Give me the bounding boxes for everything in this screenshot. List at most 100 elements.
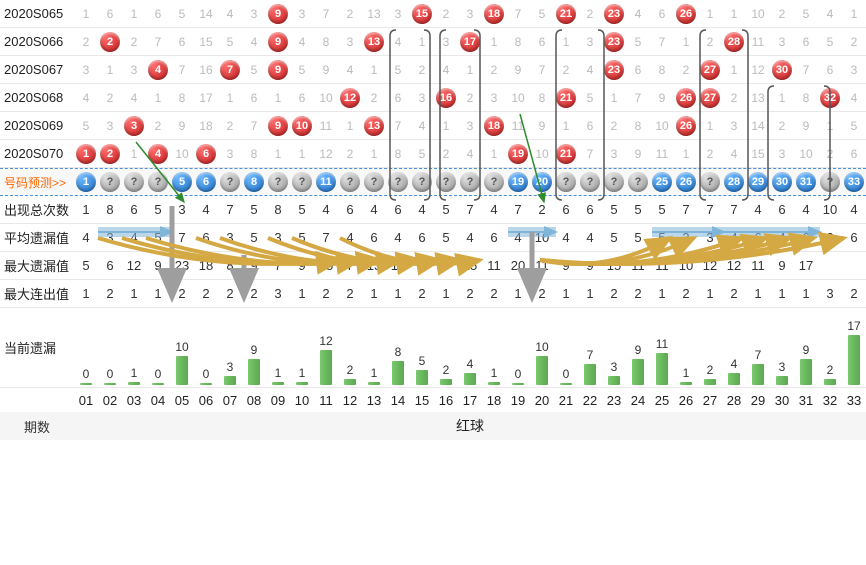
trend-cell: 5 bbox=[410, 144, 434, 164]
trend-cell: 18 bbox=[482, 4, 506, 24]
miss-value: 9 bbox=[251, 343, 258, 357]
history-row: 2020S06731347167595941524129724236822711… bbox=[0, 56, 866, 84]
miss-value: 1 bbox=[491, 366, 498, 380]
trend-cell: 1 bbox=[338, 116, 362, 136]
blue-ball: 8 bbox=[244, 172, 264, 192]
trend-cell: 4 bbox=[818, 4, 842, 24]
trend-cell: 6 bbox=[290, 88, 314, 108]
column-number: 32 bbox=[818, 393, 842, 408]
grey-ball: ? bbox=[340, 172, 360, 192]
trend-cell: 23 bbox=[602, 4, 626, 24]
period-id: 2020S070 bbox=[0, 146, 74, 161]
trend-cell: 2 bbox=[98, 88, 122, 108]
miss-value: 17 bbox=[847, 319, 860, 333]
predict-cell: ? bbox=[122, 172, 146, 192]
stats-row: 最大连出值121122223122112122121122121211132 bbox=[0, 280, 866, 308]
stats-cell: 2 bbox=[722, 286, 746, 301]
trend-cell: 3 bbox=[218, 144, 242, 164]
stats-cell: 2 bbox=[602, 286, 626, 301]
stats-cell: 4 bbox=[482, 202, 506, 217]
red-ball: 9 bbox=[268, 60, 288, 80]
column-number: 21 bbox=[554, 393, 578, 408]
trend-cell: 3 bbox=[74, 60, 98, 80]
trend-cell: 3 bbox=[386, 4, 410, 24]
stats-cell: 5 bbox=[626, 202, 650, 217]
trend-cell: 1 bbox=[266, 88, 290, 108]
trend-cell: 5 bbox=[74, 116, 98, 136]
miss-bar bbox=[392, 361, 404, 385]
miss-value: 2 bbox=[827, 363, 834, 377]
trend-cell: 6 bbox=[818, 60, 842, 80]
trend-cell: 1 bbox=[698, 4, 722, 24]
trend-cell: 1 bbox=[218, 88, 242, 108]
axis-label: 红球 bbox=[74, 416, 866, 436]
trend-cell: 1 bbox=[674, 32, 698, 52]
blue-ball: 30 bbox=[772, 172, 792, 192]
miss-cell: 11 bbox=[650, 308, 674, 387]
stats-cell: 1 bbox=[386, 286, 410, 301]
trend-cell: 8 bbox=[650, 60, 674, 80]
red-ball: 27 bbox=[700, 60, 720, 80]
trend-cell: 4 bbox=[842, 88, 866, 108]
miss-bar bbox=[128, 382, 140, 385]
trend-cell: 4 bbox=[722, 144, 746, 164]
stats-cell: 7 bbox=[170, 230, 194, 245]
stats-label: 出现总次数 bbox=[0, 200, 74, 219]
trend-cell: 6 bbox=[146, 4, 170, 24]
trend-cell: 2 bbox=[578, 4, 602, 24]
trend-cell: 14 bbox=[746, 116, 770, 136]
trend-cell: 2 bbox=[410, 60, 434, 80]
trend-cell: 8 bbox=[170, 88, 194, 108]
stats-cell: 5 bbox=[146, 230, 170, 245]
stats-cell: 11 bbox=[746, 258, 770, 273]
stats-cell: 9 bbox=[242, 258, 266, 273]
trend-cell: 1 bbox=[818, 116, 842, 136]
trend-cell: 1 bbox=[122, 144, 146, 164]
red-ball: 9 bbox=[268, 4, 288, 24]
stats-cell: 9 bbox=[290, 258, 314, 273]
miss-bar bbox=[680, 382, 692, 385]
miss-bar bbox=[200, 383, 212, 385]
predict-cell: 33 bbox=[842, 172, 866, 192]
current-miss-row: 当前遗漏 00101003911122185241010073911124739… bbox=[0, 308, 866, 388]
miss-cell: 9 bbox=[626, 308, 650, 387]
stats-cell: 3 bbox=[266, 230, 290, 245]
trend-cell: 1 bbox=[410, 32, 434, 52]
trend-cell: 1 bbox=[554, 32, 578, 52]
trend-cell: 2 bbox=[338, 144, 362, 164]
trend-cell: 9 bbox=[314, 60, 338, 80]
trend-cell: 19 bbox=[506, 144, 530, 164]
red-ball: 4 bbox=[148, 60, 168, 80]
stats-cell: 5 bbox=[650, 202, 674, 217]
trend-cell: 9 bbox=[266, 4, 290, 24]
history-row: 2020S06953329182791011113741318119162810… bbox=[0, 112, 866, 140]
red-ball: 3 bbox=[124, 116, 144, 136]
stats-cell: 5 bbox=[602, 230, 626, 245]
red-ball: 7 bbox=[220, 60, 240, 80]
trend-cell: 18 bbox=[194, 116, 218, 136]
red-ball: 26 bbox=[676, 88, 696, 108]
stats-cell: 1 bbox=[146, 286, 170, 301]
grey-ball: ? bbox=[628, 172, 648, 192]
miss-cell: 0 bbox=[194, 308, 218, 387]
trend-cell: 1 bbox=[698, 116, 722, 136]
stats-cell: 5 bbox=[146, 202, 170, 217]
red-ball: 1 bbox=[76, 144, 96, 164]
blue-ball: 28 bbox=[724, 172, 744, 192]
column-number: 02 bbox=[98, 393, 122, 408]
predict-label[interactable]: 号码预测>> bbox=[0, 174, 74, 191]
stats-cell: 6 bbox=[194, 230, 218, 245]
miss-bar bbox=[464, 373, 476, 385]
trend-cell: 5 bbox=[530, 4, 554, 24]
trend-cell: 4 bbox=[338, 60, 362, 80]
trend-cell: 2 bbox=[434, 144, 458, 164]
blue-ball: 5 bbox=[172, 172, 192, 192]
stats-cell: 4 bbox=[74, 230, 98, 245]
trend-cell: 2 bbox=[554, 60, 578, 80]
stats-cell: 4 bbox=[122, 230, 146, 245]
miss-value: 10 bbox=[175, 340, 188, 354]
miss-cell: 12 bbox=[314, 308, 338, 387]
trend-cell: 8 bbox=[530, 88, 554, 108]
miss-cell: 0 bbox=[506, 308, 530, 387]
trend-cell: 1 bbox=[722, 4, 746, 24]
